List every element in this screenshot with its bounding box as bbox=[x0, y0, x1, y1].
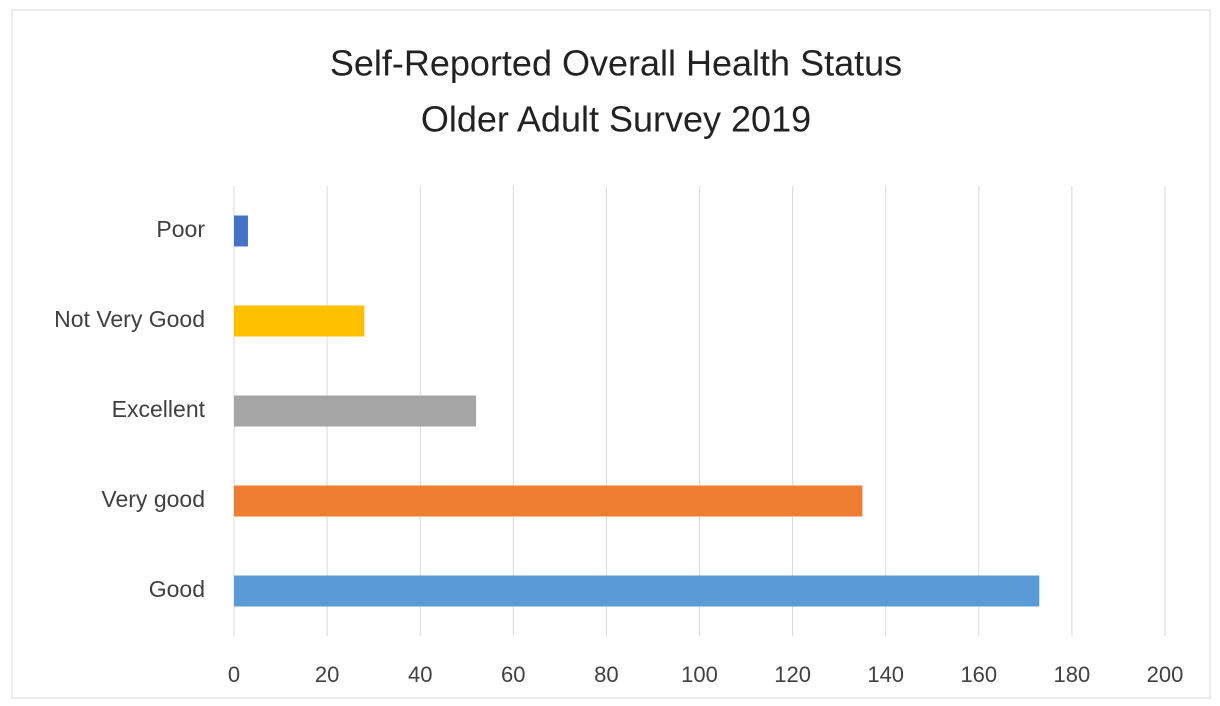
bar bbox=[234, 485, 863, 517]
y-tick-label: Poor bbox=[156, 216, 205, 242]
chart-title: Self-Reported Overall Health Status bbox=[330, 43, 902, 84]
bar bbox=[234, 395, 477, 427]
chart-title: Older Adult Survey 2019 bbox=[421, 99, 811, 140]
x-tick-label: 60 bbox=[501, 662, 525, 687]
y-tick-label: Very good bbox=[101, 486, 205, 512]
y-tick-label: Excellent bbox=[112, 396, 206, 422]
x-tick-label: 140 bbox=[867, 662, 904, 687]
x-tick-label: 0 bbox=[228, 662, 240, 687]
y-tick-label: Good bbox=[149, 576, 205, 602]
bar bbox=[234, 575, 1040, 607]
x-tick-label: 100 bbox=[681, 662, 718, 687]
x-tick-label: 200 bbox=[1147, 662, 1184, 687]
x-tick-label: 180 bbox=[1054, 662, 1091, 687]
y-tick-label: Not Very Good bbox=[54, 306, 205, 332]
x-tick-label: 160 bbox=[960, 662, 997, 687]
x-tick-label: 40 bbox=[408, 662, 432, 687]
bar bbox=[234, 215, 248, 247]
x-tick-label: 120 bbox=[774, 662, 811, 687]
bar bbox=[234, 305, 365, 337]
x-tick-label: 80 bbox=[594, 662, 618, 687]
x-tick-label: 20 bbox=[315, 662, 339, 687]
